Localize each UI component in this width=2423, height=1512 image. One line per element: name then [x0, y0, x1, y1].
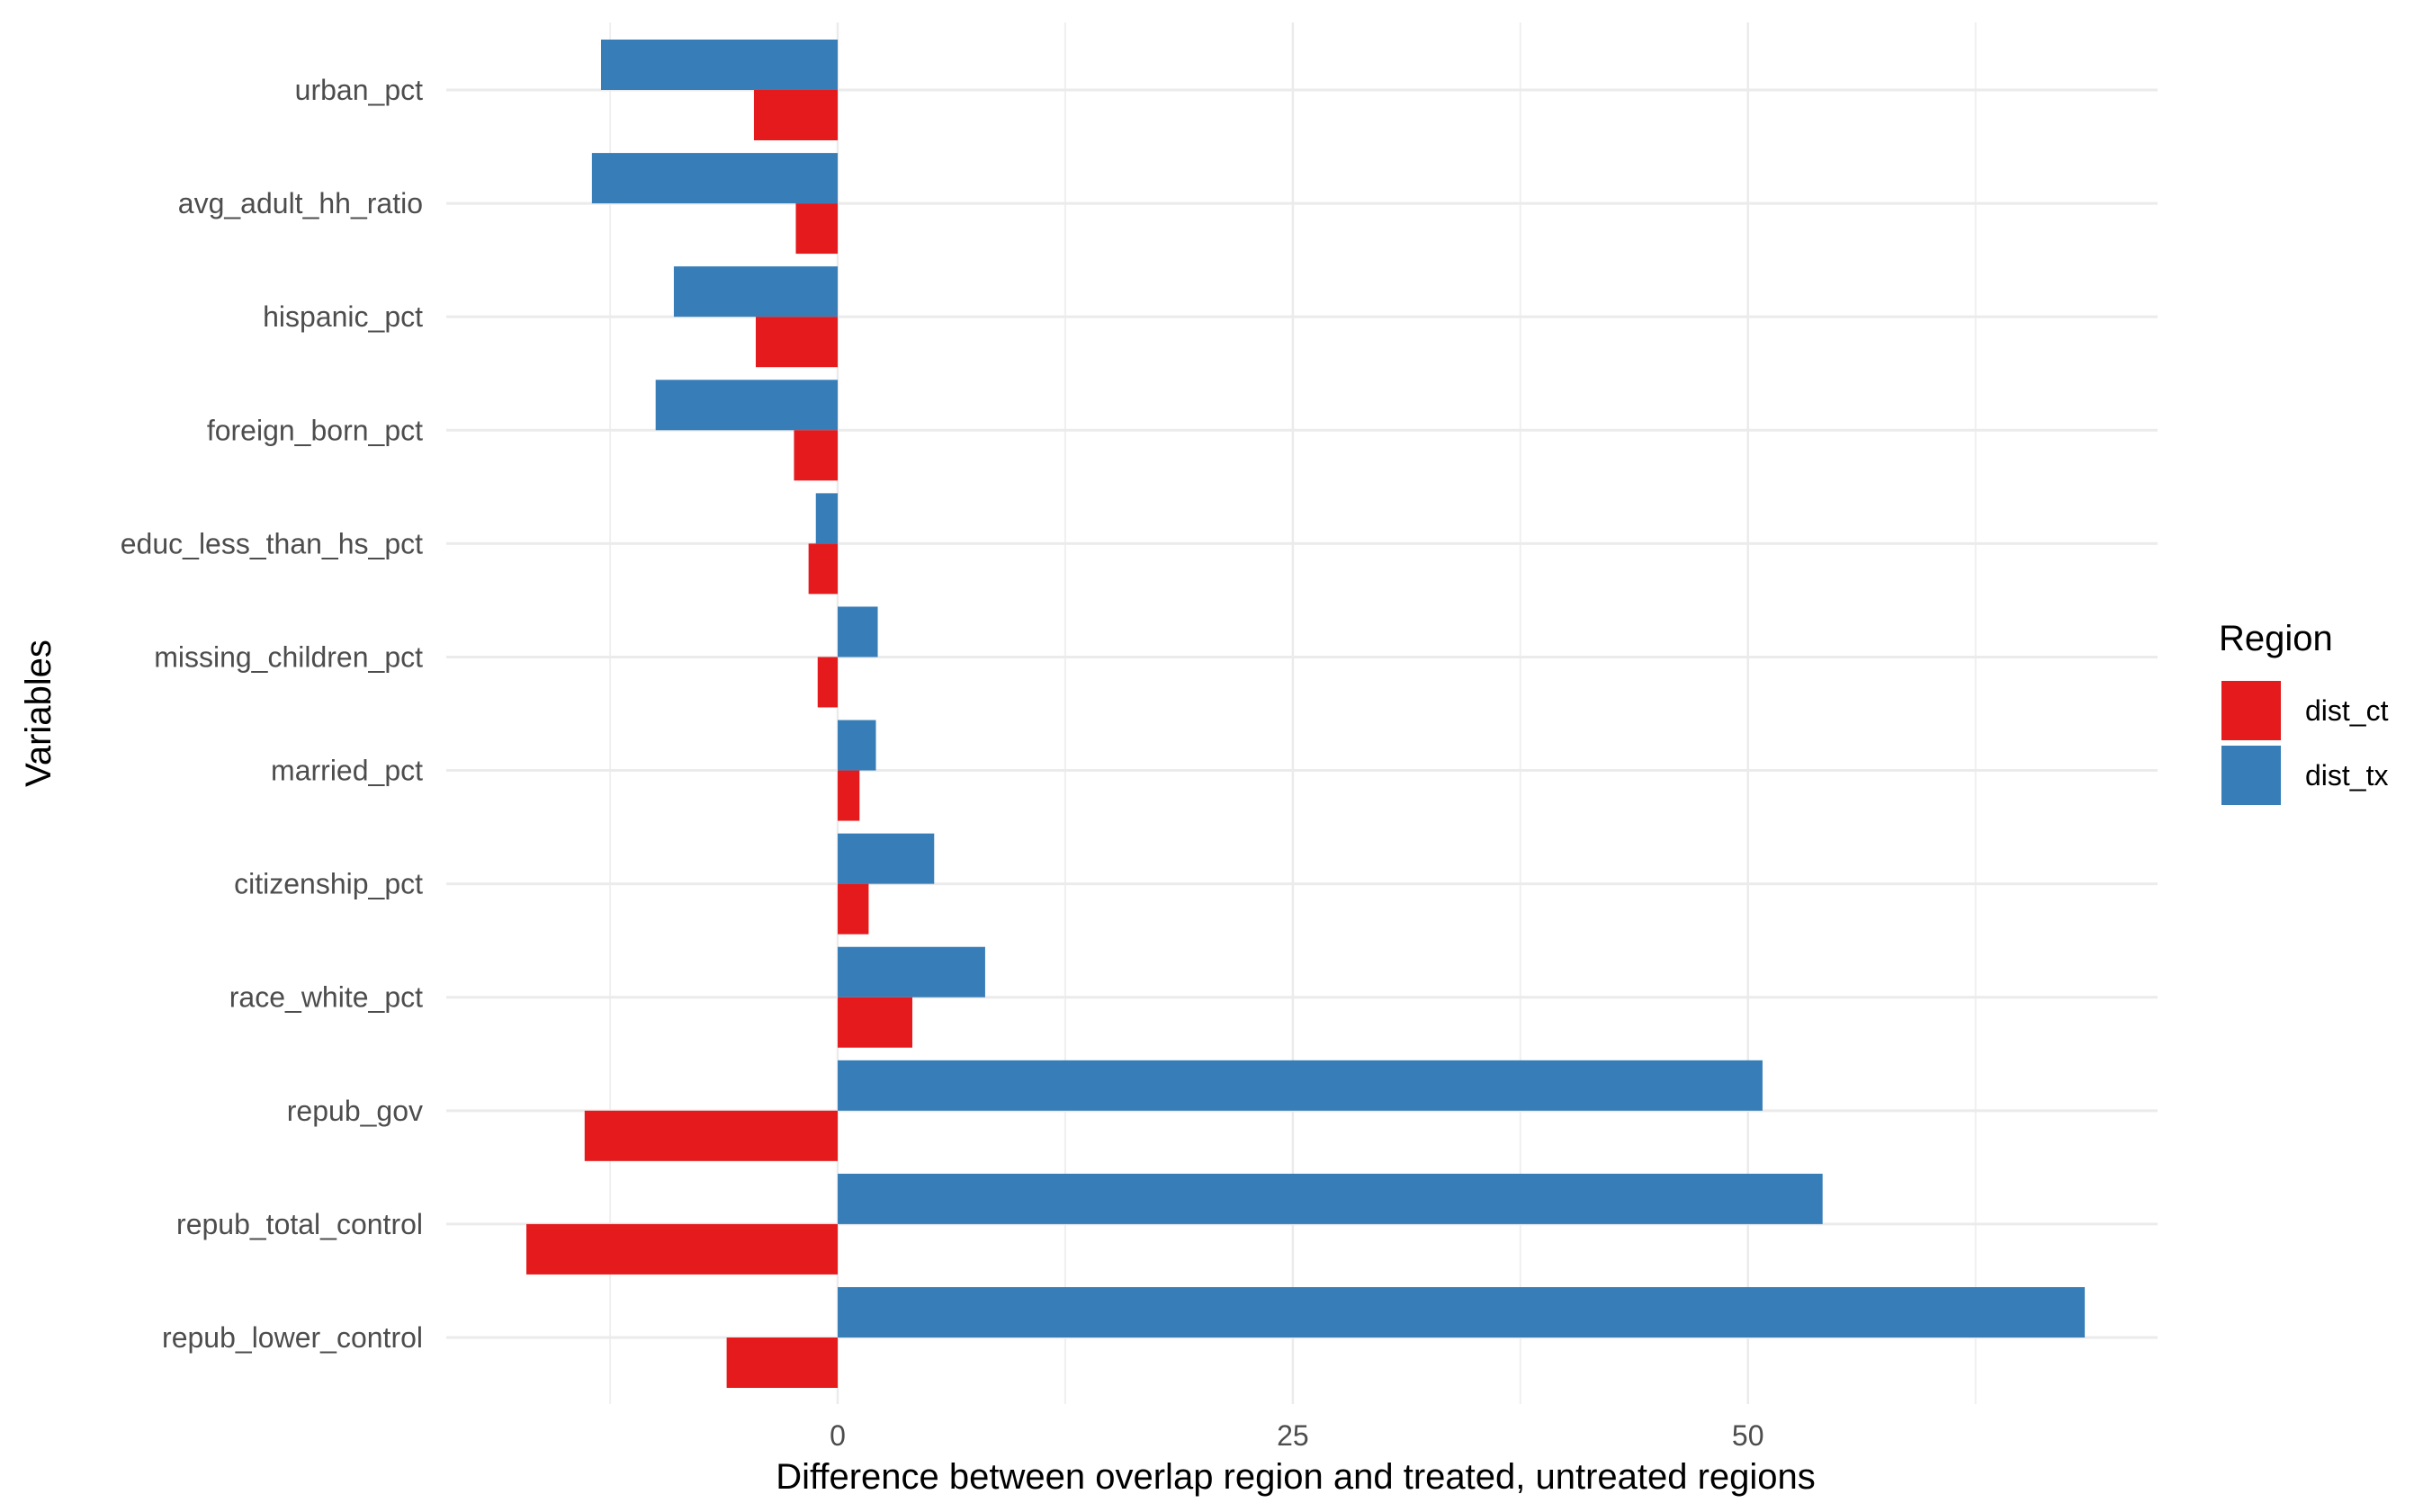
- y-tick-label: repub_gov: [287, 1095, 423, 1127]
- y-tick-label: educ_less_than_hs_pct: [121, 527, 423, 559]
- y-tick-label: missing_children_pct: [154, 640, 423, 673]
- y-tick-label: race_white_pct: [229, 981, 423, 1014]
- y-axis-title: Variables: [19, 640, 58, 787]
- y-tick-label: hispanic_pct: [263, 300, 423, 333]
- legend-label: dist_ct: [2305, 694, 2389, 727]
- y-tick-label: repub_total_control: [176, 1208, 423, 1240]
- y-tick-label: urban_pct: [295, 74, 423, 106]
- bar-dist_tx: [815, 493, 839, 544]
- y-tick-label: married_pct: [271, 755, 423, 787]
- x-axis-title: Difference between overlap region and tr…: [776, 1457, 1816, 1497]
- bar-dist_tx: [591, 153, 839, 204]
- x-tick-label: 0: [830, 1419, 846, 1452]
- bar-dist_tx: [838, 1060, 1763, 1111]
- bar-dist_tx: [655, 380, 839, 431]
- legend-title: Region: [2219, 619, 2333, 658]
- bar-dist_ct: [753, 90, 839, 140]
- bar-dist_tx: [838, 946, 985, 998]
- bar-dist_tx: [838, 833, 935, 884]
- x-tick-labels: 0 25 50: [830, 1419, 1763, 1452]
- legend: Region dist_ct dist_tx: [2219, 619, 2389, 805]
- bar-dist_tx: [838, 720, 876, 771]
- y-tick-labels: urban_pct avg_adult_hh_ratio hispanic_pctf…: [121, 74, 423, 1354]
- bar-dist_tx: [838, 606, 878, 658]
- y-tick-label: repub_lower_control: [162, 1321, 423, 1354]
- legend-label: dist_tx: [2305, 759, 2388, 792]
- bar-dist_ct: [726, 1338, 839, 1388]
- bar-dist_ct: [808, 543, 839, 595]
- y-tick-label: foreign_born_pct: [207, 414, 423, 446]
- bar-dist_tx: [600, 40, 839, 90]
- bar-dist_ct: [838, 883, 869, 935]
- bar-dist_ct: [838, 770, 860, 821]
- bar-dist_tx: [838, 1173, 1823, 1224]
- bar-dist_ct: [795, 203, 839, 255]
- bar-dist_ct: [817, 657, 839, 708]
- legend-items: dist_ct dist_tx: [2221, 681, 2389, 805]
- bar-dist_tx: [673, 266, 839, 318]
- y-tick-label: avg_adult_hh_ratio: [178, 187, 423, 219]
- y-tick-label: citizenship_pct: [234, 868, 423, 900]
- x-tick-label: 25: [1277, 1419, 1309, 1452]
- bar-dist_ct: [794, 430, 839, 481]
- bar-dist_tx: [838, 1287, 2086, 1338]
- bar-dist_ct: [526, 1223, 839, 1275]
- bar-dist_ct: [755, 317, 839, 368]
- legend-key-dist_tx: [2221, 746, 2281, 805]
- bars-layer: [526, 40, 2086, 1388]
- legend-key-dist_ct: [2221, 681, 2281, 740]
- x-tick-label: 50: [1732, 1419, 1764, 1452]
- bar-dist_ct: [584, 1110, 839, 1161]
- bar-dist_ct: [838, 997, 912, 1048]
